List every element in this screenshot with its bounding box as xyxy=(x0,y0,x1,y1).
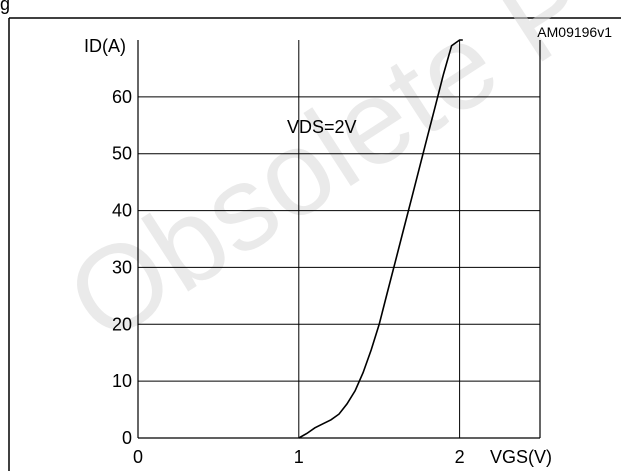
y-axis-label: ID(A) xyxy=(84,36,126,56)
heading-fragment: g xyxy=(0,0,10,14)
x-tick-label: 1 xyxy=(294,447,304,467)
condition-annotation: VDS=2V xyxy=(287,117,357,137)
y-tick-label: 30 xyxy=(112,257,132,277)
y-tick-label: 0 xyxy=(122,428,132,448)
grid-lines xyxy=(138,40,540,438)
y-tick-label: 50 xyxy=(112,144,132,164)
y-tick-label: 20 xyxy=(112,314,132,334)
x-tick-label: 2 xyxy=(455,447,465,467)
x-tick-labels: 0 1 2 xyxy=(133,447,465,467)
y-tick-label: 60 xyxy=(112,87,132,107)
watermark-text: Obsolete P xyxy=(45,0,616,368)
y-tick-label: 40 xyxy=(112,201,132,221)
figure-code: AM09196v1 xyxy=(537,24,612,40)
x-tick-label: 0 xyxy=(133,447,143,467)
x-axis-label: VGS(V) xyxy=(490,447,552,467)
y-tick-label: 10 xyxy=(112,371,132,391)
y-tick-labels: 0 10 20 30 40 50 60 xyxy=(112,87,132,448)
id-vs-vgs-curve xyxy=(298,39,463,439)
